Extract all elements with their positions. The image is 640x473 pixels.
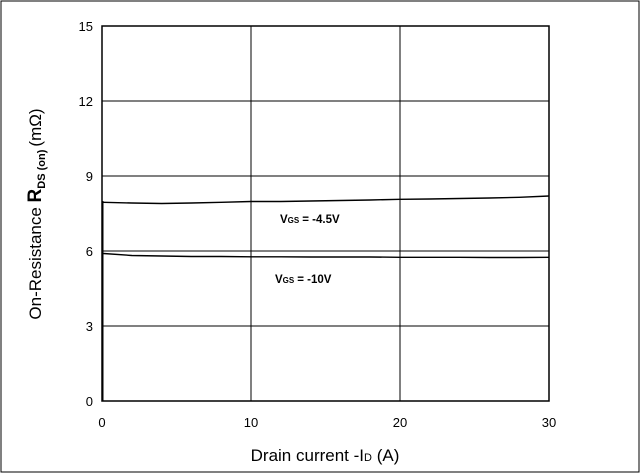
series-label: VGS = -4.5V [280, 214, 340, 226]
x-tick-label: 20 [393, 415, 407, 430]
y-tick-label: 9 [86, 169, 93, 184]
y-axis-label: On-Resistance RDS (on) (mΩ) [25, 108, 48, 319]
x-axis-label: Drain current -ID (A) [251, 446, 400, 465]
x-tick-label: 30 [542, 415, 556, 430]
y-tick-label: 15 [79, 19, 93, 34]
plot-frame [101, 25, 550, 402]
y-tick-label: 3 [86, 319, 93, 334]
x-tick-label: 0 [98, 415, 105, 430]
y-tick-label: 12 [79, 94, 93, 109]
y-axis-label-suffix: (mΩ) [26, 108, 45, 146]
y-tick-label: 6 [86, 244, 93, 259]
y-tick-label: 0 [86, 394, 93, 409]
series-label: VGS = -10V [275, 274, 332, 286]
x-axis-label-suffix: (A) [372, 446, 399, 465]
y-axis-label-symbol: R [25, 188, 46, 202]
y-axis-label-prefix: On-Resistance [26, 202, 45, 319]
x-tick-labels: 0 10 20 30 [98, 415, 556, 430]
series-labels: VGS = -4.5V VGS = -10V [275, 214, 340, 286]
x-axis-label-subscript: D [364, 452, 372, 464]
series-layer [102, 195, 550, 401]
y-axis-label-subscript: DS (on) [36, 149, 48, 188]
x-axis-label-prefix: Drain current -I [251, 446, 364, 465]
x-tick-label: 10 [244, 415, 258, 430]
y-tick-labels: 0 3 6 9 12 15 [79, 19, 93, 409]
series-line [103, 252, 550, 259]
series-line [103, 195, 550, 205]
